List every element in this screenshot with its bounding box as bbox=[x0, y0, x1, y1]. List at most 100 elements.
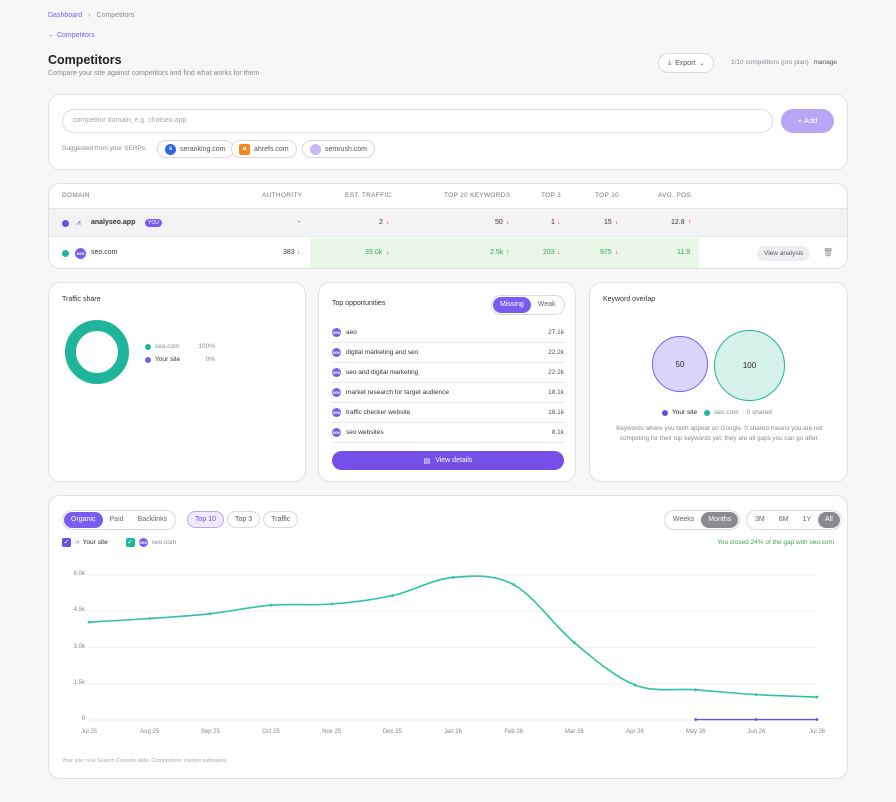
x-tick-label: Apr 26 bbox=[626, 729, 644, 735]
seo-com-icon: seo bbox=[332, 328, 341, 337]
tab-organic[interactable]: Organic bbox=[64, 512, 103, 528]
opportunity-row[interactable]: seo seo websites 8.1k bbox=[332, 423, 564, 443]
opportunity-volume: 8.1k bbox=[551, 429, 564, 436]
keywords-value: 50 bbox=[495, 219, 503, 226]
view-analysis-button[interactable]: View analysis bbox=[757, 246, 811, 261]
top10-value: 975 bbox=[600, 249, 612, 256]
breadcrumb-dashboard-link[interactable]: Dashboard bbox=[48, 12, 83, 19]
analyseo-logo-icon: ⩘ bbox=[76, 218, 81, 227]
tab-weak[interactable]: Weak bbox=[537, 301, 556, 308]
missing-weak-toggle: Missing Weak bbox=[491, 295, 565, 315]
checkbox-your-site[interactable]: ✓ bbox=[62, 538, 71, 547]
breadcrumb-current: Competitors bbox=[96, 12, 135, 19]
filter-top3[interactable]: Top 3 bbox=[227, 511, 261, 528]
arrow-down-icon: ↓ bbox=[386, 249, 390, 256]
data-point[interactable] bbox=[815, 718, 819, 721]
range-1y[interactable]: 1Y bbox=[802, 516, 812, 523]
data-point[interactable] bbox=[694, 688, 698, 692]
range-all[interactable]: All bbox=[818, 512, 840, 528]
breadcrumb-separator: › bbox=[88, 12, 91, 19]
domain-name: analyseo.app bbox=[91, 219, 136, 226]
range-6m[interactable]: 6M bbox=[778, 516, 789, 523]
trash-icon[interactable]: 🗑 bbox=[823, 248, 834, 257]
download-icon: ⤓ bbox=[668, 59, 672, 66]
competitor-domain-input[interactable]: competitor domain, e.g. chatseo.app bbox=[62, 109, 773, 133]
data-point[interactable] bbox=[754, 718, 758, 721]
tab-missing[interactable]: Missing bbox=[493, 297, 531, 313]
winning-cells-highlight bbox=[310, 238, 699, 268]
suggestion-seranking[interactable]: s seranking.com bbox=[157, 140, 234, 158]
opportunity-row[interactable]: seo traffic checker website 18.1k bbox=[332, 403, 564, 423]
opportunity-row[interactable]: seo digital marketing and seo 22.2k bbox=[332, 343, 564, 363]
breadcrumb: Dashboard › Competitors bbox=[48, 12, 134, 19]
competitor-table: DOMAIN AUTHORITY EST. TRAFFIC TOP 20 KEY… bbox=[48, 183, 848, 269]
plan-usage: 1/10 competitors (pro plan) manage bbox=[731, 59, 837, 66]
back-link[interactable]: ← Competitors bbox=[48, 32, 95, 39]
view-details-button[interactable]: ▤ View details bbox=[332, 451, 564, 470]
gap-note: You closed 24% of the gap with seo.com bbox=[717, 539, 834, 546]
suggestions-label: Suggested from your SERPs: bbox=[62, 145, 147, 152]
data-point[interactable] bbox=[815, 695, 819, 699]
data-point[interactable] bbox=[572, 641, 576, 645]
opportunity-row[interactable]: seo aeo 27.1k bbox=[332, 323, 564, 343]
seo-com-icon: seo bbox=[332, 368, 341, 377]
legend-label: seo.com bbox=[155, 343, 180, 350]
rankings-chart-card: Organic Paid Backlinks Top 10 Top 3 Traf… bbox=[48, 495, 848, 779]
x-tick-label: Feb 26 bbox=[504, 729, 523, 735]
data-point[interactable] bbox=[208, 612, 212, 616]
arrow-down-icon: ↓ bbox=[557, 249, 561, 256]
you-badge: YOU bbox=[145, 219, 162, 227]
legend-swatch bbox=[662, 409, 668, 416]
checkbox-seo-com[interactable]: ✓ bbox=[125, 538, 135, 547]
period-weeks[interactable]: Weeks bbox=[673, 516, 695, 523]
opportunity-row[interactable]: seo market research for target audience 18… bbox=[332, 383, 564, 403]
data-point[interactable] bbox=[87, 620, 91, 624]
data-point[interactable] bbox=[694, 718, 698, 721]
suggestion-label: semrush.com bbox=[325, 145, 368, 153]
header-keywords: TOP 20 KEYWORDS bbox=[444, 192, 511, 199]
chevron-down-icon: ⌄ bbox=[699, 60, 705, 67]
data-point[interactable] bbox=[512, 583, 516, 587]
opportunity-row[interactable]: seo seo and digital marketing 22.2k bbox=[332, 363, 564, 383]
suggestion-label: ahrefs.com bbox=[254, 145, 289, 153]
opportunity-keyword: traffic checker website bbox=[346, 409, 411, 416]
add-button[interactable]: + Add bbox=[781, 109, 834, 133]
analyseo-logo-icon: ⩘ bbox=[75, 538, 79, 546]
data-point[interactable] bbox=[269, 603, 273, 607]
data-point[interactable] bbox=[633, 683, 637, 687]
data-point[interactable] bbox=[451, 576, 455, 579]
x-tick-label: Oct 25 bbox=[262, 729, 280, 735]
authority-value: 383 bbox=[283, 249, 295, 256]
add-competitor-card: competitor domain, e.g. chatseo.app + Ad… bbox=[48, 94, 848, 170]
shared-count: · 0 shared bbox=[742, 409, 772, 416]
period-toggle: Weeks Months bbox=[664, 510, 741, 530]
x-tick-label: Dec 25 bbox=[382, 729, 402, 735]
authority-value: - bbox=[298, 219, 301, 226]
tab-backlinks[interactable]: Backlinks bbox=[137, 516, 168, 523]
legend-label: Your site bbox=[82, 539, 108, 546]
overlap-title: Keyword overlap bbox=[603, 296, 656, 303]
traffic-share-legend: seo.com 100% Your site 0% bbox=[145, 340, 215, 366]
data-point[interactable] bbox=[330, 602, 334, 606]
filter-traffic[interactable]: Traffic bbox=[263, 511, 299, 528]
data-point[interactable] bbox=[754, 693, 758, 697]
suggestion-ahrefs[interactable]: a ahrefs.com bbox=[231, 140, 297, 158]
legend-label: seo.com bbox=[714, 409, 739, 416]
traffic-share-donut bbox=[65, 320, 129, 384]
page-subtitle: Compare your site against competitors an… bbox=[48, 70, 260, 77]
tab-paid[interactable]: Paid bbox=[109, 516, 124, 523]
opportunity-keyword: digital marketing and seo bbox=[346, 349, 419, 356]
series-color-dot bbox=[62, 250, 69, 257]
data-point[interactable] bbox=[390, 594, 394, 597]
filter-top10[interactable]: Top 10 bbox=[187, 511, 225, 528]
period-months[interactable]: Months bbox=[701, 512, 739, 528]
manage-link[interactable]: manage bbox=[813, 59, 838, 66]
export-button[interactable]: ⤓ Export ⌄ bbox=[658, 53, 715, 73]
traffic-share-card: Traffic share seo.com 100% Your site 0% bbox=[48, 282, 306, 482]
legend-label: Your site bbox=[155, 356, 181, 363]
data-point[interactable] bbox=[148, 617, 152, 620]
suggestion-semrush[interactable]: semrush.com bbox=[302, 140, 376, 158]
range-3m[interactable]: 3M bbox=[755, 516, 765, 523]
opportunity-keyword: seo and digital marketing bbox=[346, 369, 419, 376]
metric-filters: Top 10 Top 3 Traffic bbox=[187, 511, 299, 528]
